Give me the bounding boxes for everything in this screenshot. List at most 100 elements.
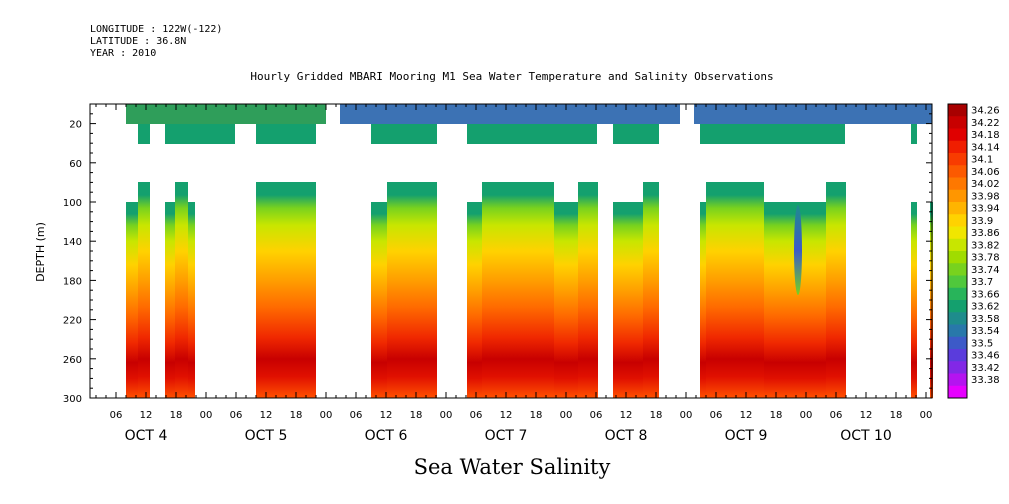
colorbar-label: 34.06 bbox=[971, 167, 1000, 178]
colorbar-swatch bbox=[948, 140, 967, 154]
colorbar-label: 33.86 bbox=[971, 228, 1000, 239]
x-tick-label: 18 bbox=[650, 410, 663, 421]
surface-band-2 bbox=[340, 104, 680, 124]
colorbar-swatch bbox=[948, 336, 967, 350]
band40-1 bbox=[138, 124, 150, 144]
x-tick-label: 18 bbox=[770, 410, 783, 421]
colorbar-label: 33.98 bbox=[971, 191, 1000, 202]
x-day-label: OCT 4 bbox=[125, 428, 168, 444]
colorbar-label: 33.74 bbox=[971, 265, 1000, 276]
colorbar-swatch bbox=[948, 116, 967, 129]
colorbar-swatch bbox=[948, 385, 967, 399]
colorbar-label: 34.22 bbox=[971, 118, 1000, 129]
band40-6 bbox=[467, 124, 597, 144]
y-tick-label: 300 bbox=[63, 394, 82, 405]
colorbar-label: 34.1 bbox=[971, 155, 993, 166]
x-tick-label: 12 bbox=[380, 410, 393, 421]
colorbar-swatch bbox=[948, 177, 967, 191]
colorbar-swatch bbox=[948, 153, 967, 166]
colorbar-swatch bbox=[948, 275, 967, 289]
low-salinity-anomaly bbox=[794, 205, 802, 295]
deep-col-9 bbox=[467, 202, 482, 398]
colorbar-swatch bbox=[948, 251, 967, 264]
x-tick-label: 18 bbox=[890, 410, 903, 421]
deep-col-5 bbox=[188, 202, 195, 398]
deep-col-15 bbox=[700, 202, 706, 398]
colorbar-label: 33.9 bbox=[971, 216, 993, 227]
colorbar-swatch bbox=[948, 324, 967, 338]
colorbar-label: 34.26 bbox=[971, 106, 1000, 117]
x-day-label: OCT 10 bbox=[840, 428, 892, 444]
colorbar-label: 33.54 bbox=[971, 326, 1000, 337]
colorbar-swatch bbox=[948, 165, 967, 178]
y-tick-label: 220 bbox=[63, 316, 82, 327]
deep-col-3 bbox=[165, 202, 175, 398]
deep-col-13 bbox=[613, 202, 643, 398]
y-tick-label: 260 bbox=[63, 355, 82, 366]
chart-title: Hourly Gridded MBARI Mooring M1 Sea Wate… bbox=[250, 70, 773, 83]
deep-col-4 bbox=[175, 182, 188, 398]
colorbar-label: 33.42 bbox=[971, 363, 1000, 374]
x-tick-label: 18 bbox=[530, 410, 543, 421]
band40-9 bbox=[911, 124, 917, 144]
longitude-label: LONGITUDE : 122W(-122) bbox=[90, 24, 223, 35]
x-tick-label: 12 bbox=[140, 410, 153, 421]
x-tick-label: 18 bbox=[410, 410, 423, 421]
colorbar-label: 33.38 bbox=[971, 375, 1000, 386]
colorbar-swatch bbox=[948, 373, 967, 387]
colorbar-label: 34.02 bbox=[971, 179, 1000, 190]
colorbar-label: 33.82 bbox=[971, 240, 1000, 251]
x-day-label: OCT 5 bbox=[245, 428, 288, 444]
deep-col-16 bbox=[706, 182, 764, 398]
deep-col-19 bbox=[911, 202, 917, 398]
deep-col-14 bbox=[643, 182, 659, 398]
x-tick-label: 00 bbox=[560, 410, 573, 421]
x-tick-label: 06 bbox=[470, 410, 483, 421]
x-tick-label: 12 bbox=[260, 410, 273, 421]
deep-col-6 bbox=[256, 182, 316, 398]
colorbar-label: 33.94 bbox=[971, 204, 1000, 215]
colorbar-label: 33.62 bbox=[971, 302, 1000, 313]
x-tick-label: 18 bbox=[170, 410, 183, 421]
colorbar-frame bbox=[947, 103, 968, 399]
y-tick-label: 180 bbox=[63, 276, 82, 287]
x-axis: 06 12 18 00 06 12 18 00 06 12 18 00 06 12 18 00 06 12 18 00… bbox=[95, 104, 932, 444]
x-day-label: OCT 8 bbox=[605, 428, 648, 444]
x-tick-label: 00 bbox=[200, 410, 213, 421]
colorbar-swatch bbox=[948, 104, 967, 117]
y-axis: 20 60 100 140 180 220 260 300 bbox=[63, 103, 932, 405]
x-tick-label: 06 bbox=[710, 410, 723, 421]
x-tick-label: 00 bbox=[320, 410, 333, 421]
colorbar-swatch bbox=[948, 189, 967, 203]
x-tick-label: 06 bbox=[230, 410, 243, 421]
y-axis-label: DEPTH (m) bbox=[34, 222, 47, 282]
x-tick-label: 06 bbox=[590, 410, 603, 421]
x-tick-label: 18 bbox=[290, 410, 303, 421]
x-axis-label: Sea Water Salinity bbox=[414, 455, 611, 479]
colorbar-label: 33.5 bbox=[971, 338, 993, 349]
deep-col-11 bbox=[554, 202, 578, 398]
deep-col-12 bbox=[578, 182, 598, 398]
colorbar-swatch bbox=[948, 214, 967, 227]
y-tick-label: 100 bbox=[63, 198, 82, 209]
x-tick-label: 12 bbox=[740, 410, 753, 421]
latitude-label: LATITUDE : 36.8N bbox=[90, 36, 187, 47]
deep-col-10 bbox=[482, 182, 554, 398]
surface-band-3 bbox=[694, 104, 932, 124]
colorbar-label: 34.14 bbox=[971, 142, 1000, 153]
colorbar-swatch bbox=[948, 202, 967, 215]
colorbar-label: 34.18 bbox=[971, 130, 1000, 141]
band40-7 bbox=[613, 124, 659, 144]
band40-4 bbox=[256, 124, 316, 144]
x-day-label: OCT 7 bbox=[485, 428, 528, 444]
colorbar-swatch bbox=[948, 226, 967, 240]
colorbar-swatch bbox=[948, 263, 967, 276]
colorbar-swatch bbox=[948, 300, 967, 313]
year-label: YEAR : 2010 bbox=[90, 48, 157, 59]
y-tick-label: 60 bbox=[69, 159, 82, 170]
x-tick-label: 00 bbox=[800, 410, 813, 421]
colorbar-swatch bbox=[948, 287, 967, 301]
x-tick-label: 12 bbox=[500, 410, 513, 421]
